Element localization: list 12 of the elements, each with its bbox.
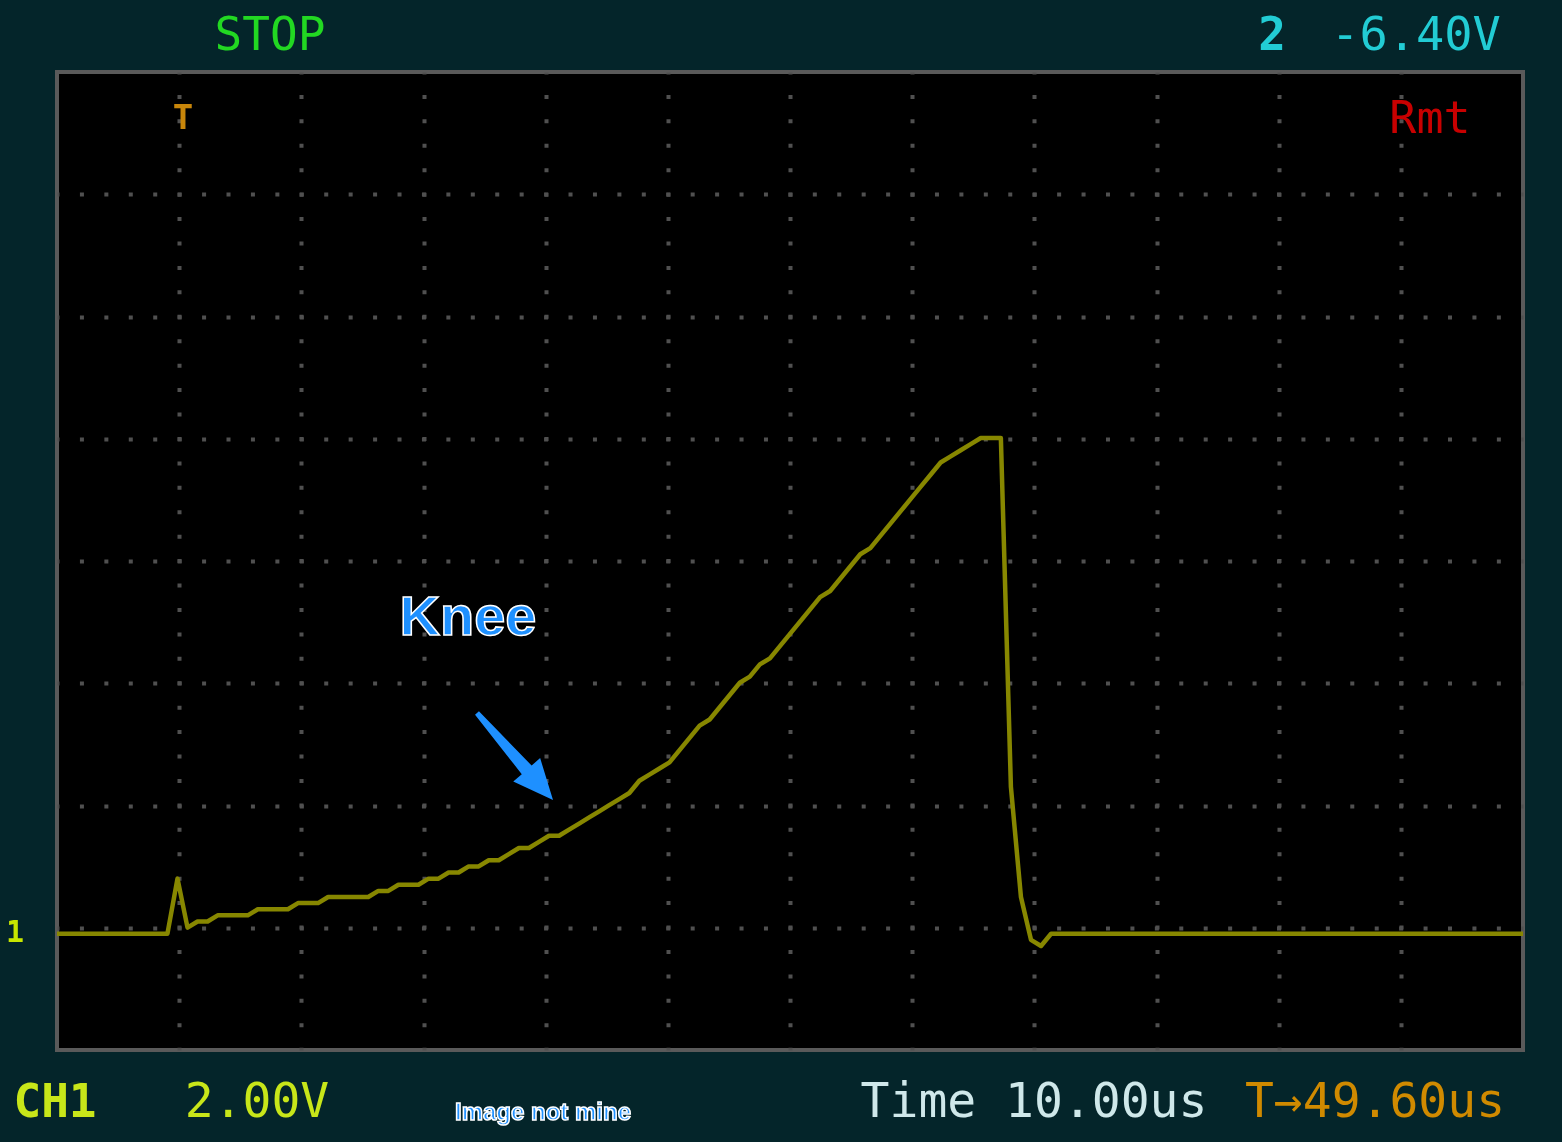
text: -6.40V: [1331, 6, 1501, 61]
text: Image not mine: [454, 1098, 632, 1125]
text: Rmt: [1389, 91, 1471, 144]
text: 1: [5, 914, 25, 949]
text: CH1: [13, 1074, 97, 1128]
text: Time 10.00us: [860, 1072, 1208, 1128]
text: T: [172, 97, 194, 137]
text: 2: [1258, 7, 1286, 61]
text: T→49.60us: [1244, 1072, 1506, 1128]
annotation: Knee: [399, 584, 537, 647]
text: 2.00V: [184, 1072, 330, 1128]
text: STOP: [214, 7, 326, 61]
